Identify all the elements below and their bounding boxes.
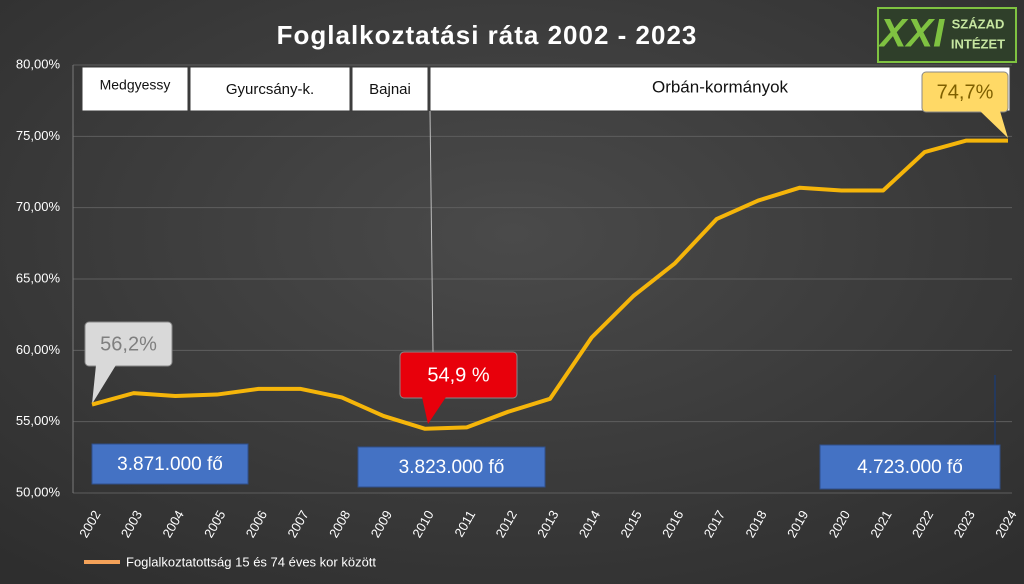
y-tick-label: 80,00% (16, 56, 61, 71)
y-tick-label: 55,00% (16, 413, 61, 428)
logo-mark: XXI (878, 12, 945, 56)
government-label: Orbán-kormányok (652, 77, 789, 96)
callout-label: 54,9 % (427, 364, 489, 386)
callout-label: 74,7% (937, 81, 994, 103)
government-box (351, 66, 429, 112)
government-label: Medgyessy (100, 77, 171, 93)
headcount-box (91, 443, 249, 485)
callout-pointer (92, 365, 116, 404)
headcount-box (357, 446, 546, 488)
callout-box (921, 71, 1009, 113)
callout-label: 56,2% (100, 333, 157, 355)
chart-title: Foglalkoztatási ráta 2002 - 2023 (277, 20, 698, 50)
callout-box (84, 321, 173, 367)
logo-box (877, 7, 1017, 63)
headcount-box (819, 444, 1001, 490)
government-box (81, 66, 189, 112)
data-line (91, 138, 1008, 431)
legend-label: Foglalkoztatottság 15 és 74 éves kor köz… (126, 554, 376, 569)
callout-pointer (422, 397, 446, 424)
headcount-label: 4.723.000 fő (857, 457, 963, 478)
headcount-label: 3.823.000 fő (399, 457, 505, 478)
government-label: Gyurcsány-k. (226, 81, 314, 98)
government-box (429, 66, 1011, 112)
y-tick-label: 75,00% (16, 128, 61, 143)
government-label: Bajnai (369, 81, 411, 98)
logo-line: INTÉZET (951, 36, 1005, 51)
callout-pointer (980, 111, 1008, 138)
divider-line (429, 110, 434, 353)
callout-box (399, 351, 518, 399)
headcount-label: 3.871.000 fő (117, 454, 223, 475)
government-box (189, 66, 351, 112)
y-tick-label: 70,00% (16, 199, 61, 214)
logo-line: SZÁZAD (952, 16, 1005, 31)
y-tick-label: 50,00% (16, 484, 61, 499)
y-tick-label: 65,00% (16, 270, 61, 285)
y-tick-label: 60,00% (16, 342, 61, 357)
